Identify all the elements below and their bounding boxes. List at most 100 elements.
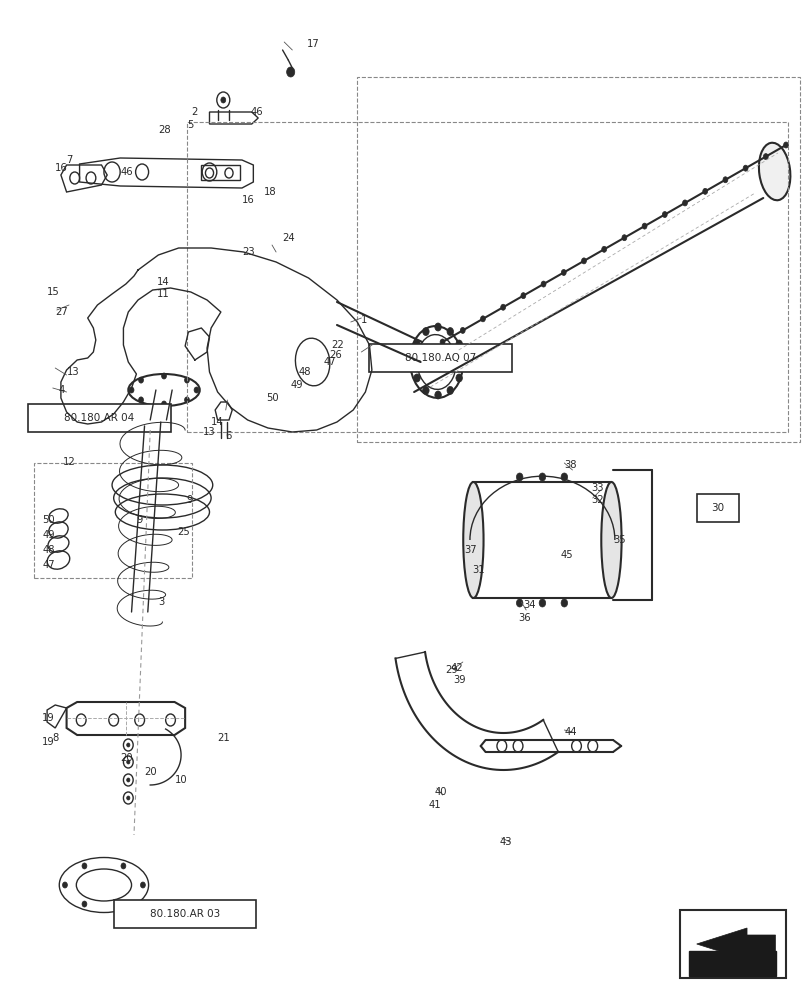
Bar bbox=[28, 404, 170, 432]
Ellipse shape bbox=[758, 143, 789, 200]
Circle shape bbox=[601, 246, 606, 252]
Ellipse shape bbox=[463, 482, 483, 598]
Text: 47: 47 bbox=[323, 357, 336, 367]
Circle shape bbox=[682, 200, 687, 206]
Circle shape bbox=[414, 340, 420, 348]
Circle shape bbox=[127, 796, 130, 800]
Circle shape bbox=[82, 901, 87, 907]
Text: 26: 26 bbox=[328, 350, 341, 360]
Text: 27: 27 bbox=[55, 307, 68, 317]
Bar bbox=[34, 463, 192, 578]
Text: 16: 16 bbox=[55, 163, 68, 173]
Text: 22: 22 bbox=[331, 340, 344, 350]
Circle shape bbox=[82, 863, 87, 869]
Bar bbox=[680, 910, 785, 978]
Circle shape bbox=[161, 373, 166, 379]
Text: 24: 24 bbox=[282, 233, 295, 243]
Circle shape bbox=[121, 863, 126, 869]
Text: 47: 47 bbox=[42, 560, 55, 570]
Circle shape bbox=[184, 397, 189, 403]
Text: 15: 15 bbox=[47, 287, 60, 297]
Bar bbox=[357, 77, 799, 442]
Circle shape bbox=[121, 901, 126, 907]
Circle shape bbox=[129, 387, 134, 393]
Circle shape bbox=[459, 357, 466, 365]
Bar bbox=[114, 900, 255, 928]
Text: 1: 1 bbox=[361, 315, 367, 325]
Circle shape bbox=[560, 599, 567, 607]
Circle shape bbox=[539, 599, 545, 607]
Text: 10: 10 bbox=[174, 775, 187, 785]
Circle shape bbox=[127, 743, 130, 747]
Bar bbox=[688, 951, 775, 976]
Text: 23: 23 bbox=[242, 247, 255, 257]
Text: 46: 46 bbox=[250, 107, 263, 117]
Text: 34: 34 bbox=[523, 600, 535, 610]
Text: 18: 18 bbox=[264, 187, 277, 197]
Circle shape bbox=[62, 882, 67, 888]
Text: 17: 17 bbox=[307, 39, 320, 49]
Circle shape bbox=[447, 386, 453, 394]
Text: 45: 45 bbox=[560, 550, 573, 560]
Text: 9: 9 bbox=[187, 495, 193, 505]
Circle shape bbox=[440, 339, 444, 345]
Text: 38: 38 bbox=[564, 460, 576, 470]
Text: 3: 3 bbox=[158, 597, 165, 607]
Circle shape bbox=[662, 212, 667, 218]
Text: 42: 42 bbox=[450, 663, 463, 673]
Circle shape bbox=[127, 760, 130, 764]
Circle shape bbox=[642, 223, 646, 229]
Text: 2: 2 bbox=[191, 107, 197, 117]
Text: 21: 21 bbox=[217, 733, 230, 743]
Circle shape bbox=[460, 327, 465, 333]
Text: 19: 19 bbox=[42, 737, 55, 747]
Circle shape bbox=[560, 473, 567, 481]
Text: 9: 9 bbox=[136, 515, 143, 525]
Text: 40: 40 bbox=[434, 787, 446, 797]
Circle shape bbox=[184, 377, 189, 383]
Circle shape bbox=[221, 97, 225, 103]
Ellipse shape bbox=[600, 482, 621, 598]
Text: 6: 6 bbox=[225, 431, 232, 441]
Circle shape bbox=[286, 67, 294, 77]
Bar bbox=[187, 122, 787, 432]
Circle shape bbox=[540, 281, 545, 287]
Text: 16: 16 bbox=[242, 195, 255, 205]
Circle shape bbox=[539, 473, 545, 481]
Text: 48: 48 bbox=[42, 545, 54, 555]
Text: 43: 43 bbox=[499, 837, 511, 847]
Circle shape bbox=[161, 401, 166, 407]
Bar bbox=[696, 494, 738, 522]
Circle shape bbox=[783, 142, 787, 148]
Bar bbox=[369, 344, 511, 372]
Text: 50: 50 bbox=[42, 515, 55, 525]
Text: 7: 7 bbox=[67, 155, 73, 165]
Text: 37: 37 bbox=[464, 545, 477, 555]
Circle shape bbox=[581, 258, 586, 264]
Circle shape bbox=[560, 269, 565, 275]
Text: 44: 44 bbox=[564, 727, 576, 737]
Text: 36: 36 bbox=[517, 613, 530, 623]
Text: 80.180.AR 04: 80.180.AR 04 bbox=[64, 413, 135, 423]
Circle shape bbox=[423, 386, 429, 394]
Text: 46: 46 bbox=[120, 167, 133, 177]
Text: 32: 32 bbox=[590, 495, 603, 505]
Text: 39: 39 bbox=[453, 675, 466, 685]
Circle shape bbox=[139, 397, 144, 403]
Text: 20: 20 bbox=[120, 753, 133, 763]
Text: 12: 12 bbox=[63, 457, 76, 467]
Circle shape bbox=[516, 473, 522, 481]
Text: 29: 29 bbox=[444, 665, 457, 675]
Text: 4: 4 bbox=[58, 385, 65, 395]
Circle shape bbox=[702, 188, 706, 194]
Text: 8: 8 bbox=[53, 733, 59, 743]
Text: 5: 5 bbox=[187, 120, 193, 130]
Bar bbox=[473, 482, 611, 598]
Text: 35: 35 bbox=[612, 535, 625, 545]
Text: 28: 28 bbox=[158, 125, 171, 135]
Text: 80.180.AQ 07: 80.180.AQ 07 bbox=[405, 353, 475, 363]
Text: 20: 20 bbox=[144, 767, 157, 777]
Text: 14: 14 bbox=[157, 277, 169, 287]
Text: 49: 49 bbox=[290, 380, 303, 390]
Text: 41: 41 bbox=[428, 800, 441, 810]
